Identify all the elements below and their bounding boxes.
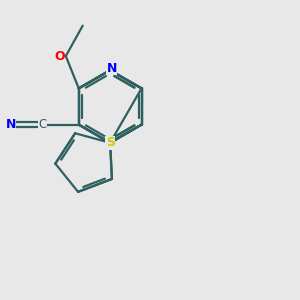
Text: S: S [106, 136, 115, 149]
Text: N: N [5, 118, 16, 131]
Text: N: N [106, 61, 117, 75]
Text: C: C [38, 118, 46, 131]
Text: O: O [55, 50, 65, 63]
